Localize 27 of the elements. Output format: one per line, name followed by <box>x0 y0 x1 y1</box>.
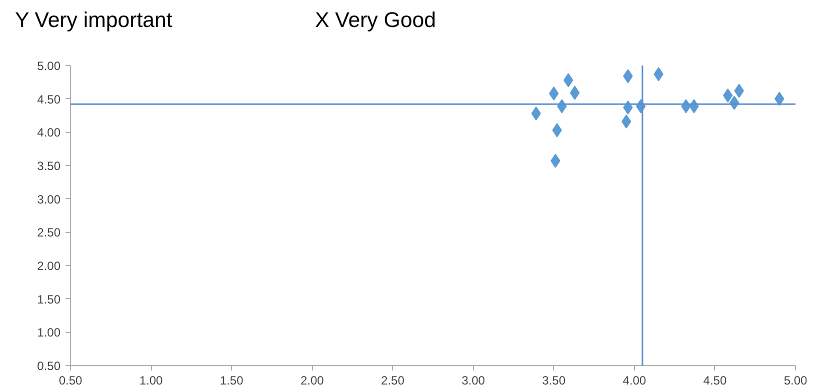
y-tick-label: 4.00 <box>37 126 61 140</box>
x-tick-label: 3.50 <box>542 374 566 388</box>
y-tick-label: 5.00 <box>37 59 61 73</box>
y-tick-label: 3.00 <box>37 192 61 206</box>
x-tick-label: 1.00 <box>139 374 164 388</box>
y-tick-label: 1.50 <box>37 292 61 306</box>
x-tick-label: 4.50 <box>703 374 727 388</box>
y-tick-label: 3.50 <box>37 159 61 173</box>
text: X Very Good <box>315 7 436 34</box>
x-tick-label: 3.00 <box>462 374 486 388</box>
point <box>622 114 632 128</box>
x-tick-label: 2.00 <box>300 374 324 388</box>
point <box>531 106 541 120</box>
y-tick-label: 4.50 <box>37 92 61 106</box>
y-tick-label: 2.50 <box>37 226 61 240</box>
x-tick-label: 0.50 <box>58 374 83 388</box>
point <box>549 86 559 100</box>
x-tick-label: 4.00 <box>622 374 646 388</box>
x-tick-label: 5.00 <box>784 374 808 388</box>
x-tick-label: 1.50 <box>220 374 244 388</box>
point <box>723 88 733 102</box>
y-tick-label: 2.00 <box>37 259 61 273</box>
y-tick-label: 1.00 <box>37 326 61 340</box>
text: Y Very important <box>15 7 172 34</box>
x-tick-label: 2.50 <box>381 374 405 388</box>
y-tick-label: 0.50 <box>37 359 61 373</box>
point <box>570 86 580 100</box>
